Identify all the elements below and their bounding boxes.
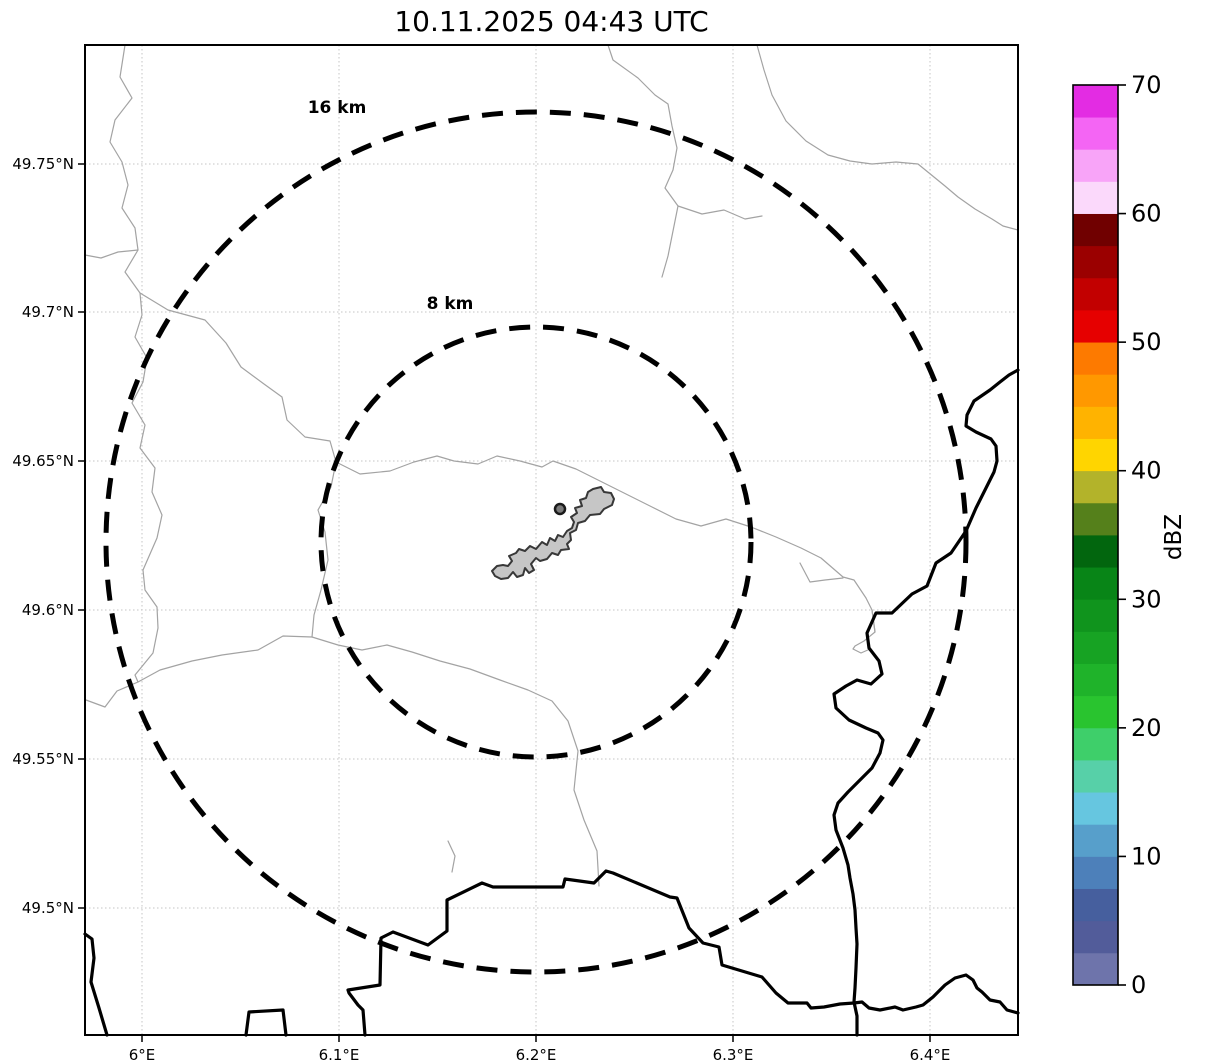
x-tick-label: 6°E bbox=[129, 1046, 156, 1064]
colorbar-segment bbox=[1073, 148, 1118, 182]
boundary-line bbox=[799, 562, 844, 583]
colorbar-segment bbox=[1073, 791, 1118, 825]
y-tick-label: 49.6°N bbox=[22, 601, 74, 619]
border-line bbox=[852, 973, 1020, 1015]
colorbar-tick-label: 20 bbox=[1131, 714, 1162, 742]
colorbar-segment bbox=[1073, 116, 1118, 150]
range-ring-16km bbox=[103, 109, 969, 975]
y-tick-label: 49.7°N bbox=[22, 303, 74, 321]
colorbar-segment bbox=[1073, 823, 1118, 857]
graticule bbox=[85, 45, 1018, 1035]
x-tick-label: 6.1°E bbox=[319, 1046, 360, 1064]
y-tick-label: 49.5°N bbox=[22, 899, 74, 917]
radar-site-marker bbox=[553, 502, 567, 516]
colorbar-frame bbox=[1072, 84, 1119, 986]
colorbar-segment bbox=[1073, 759, 1118, 793]
boundary-line bbox=[139, 292, 876, 633]
boundary-line bbox=[84, 249, 139, 259]
colorbar-segment bbox=[1073, 952, 1118, 986]
boundary-line bbox=[677, 205, 763, 220]
colorbar-tick-label: 10 bbox=[1131, 842, 1162, 870]
map-frame bbox=[84, 44, 1019, 1036]
colorbar-segment bbox=[1073, 920, 1118, 954]
y-tick-label: 49.55°N bbox=[12, 750, 74, 768]
colorbar-tick-label: 30 bbox=[1131, 585, 1162, 613]
colorbar-segment bbox=[1073, 502, 1118, 536]
colorbar-segment bbox=[1073, 470, 1118, 504]
colorbar-tick-label: 60 bbox=[1131, 200, 1162, 228]
colorbar-segment bbox=[1073, 373, 1118, 407]
boundary-line bbox=[756, 44, 1019, 231]
colorbar-segment bbox=[1073, 245, 1118, 279]
national-borders bbox=[83, 368, 1020, 1037]
colorbar-segment bbox=[1073, 695, 1118, 729]
river-border-line bbox=[832, 368, 1020, 1037]
range-ring-8km-label: 8 km bbox=[427, 294, 474, 314]
boundary-line bbox=[852, 609, 876, 654]
municipal-boundaries bbox=[84, 44, 1019, 887]
colorbar-segment bbox=[1073, 341, 1118, 375]
city-area bbox=[491, 486, 615, 580]
y-tick-label: 49.75°N bbox=[12, 155, 74, 173]
boundary-line bbox=[85, 44, 163, 708]
x-tick-label: 6.2°E bbox=[516, 1046, 557, 1064]
colorbar-segment bbox=[1073, 438, 1118, 472]
x-tick-label: 6.4°E bbox=[910, 1046, 951, 1064]
colorbar-segment bbox=[1073, 213, 1118, 247]
colorbar-segment bbox=[1073, 566, 1118, 600]
axis-ticks: 6°E 6.1°E 6.2°E 6.3°E 6.4°E 49.75°N 49.7°N 49.6… bbox=[12, 155, 950, 1064]
colorbar-tick-label: 50 bbox=[1131, 328, 1162, 356]
colorbar-segment bbox=[1073, 84, 1118, 118]
y-tick-label: 49.65°N bbox=[12, 452, 74, 470]
figure-title: 10.11.2025 04:43 UTC bbox=[394, 5, 709, 38]
colorbar-segment bbox=[1073, 663, 1118, 697]
range-rings: 16 km 8 km bbox=[103, 98, 969, 975]
colorbar-segment bbox=[1073, 631, 1118, 664]
city-polygon bbox=[491, 486, 615, 580]
boundary-line bbox=[607, 44, 679, 278]
border-line bbox=[244, 1008, 288, 1037]
colorbar-segment bbox=[1073, 309, 1118, 343]
colorbar-tick-label: 70 bbox=[1131, 71, 1162, 99]
colorbar-tick-label: 0 bbox=[1131, 971, 1146, 999]
colorbar-axis-label: dBZ bbox=[1161, 514, 1187, 560]
boundary-line bbox=[447, 840, 456, 873]
colorbar-segment bbox=[1073, 727, 1118, 761]
colorbar-segment bbox=[1073, 856, 1118, 889]
colorbar-segment bbox=[1073, 534, 1118, 568]
colorbar-segment bbox=[1073, 181, 1118, 214]
border-line bbox=[346, 869, 856, 1037]
colorbar-segment bbox=[1073, 888, 1118, 922]
range-ring-8km bbox=[318, 324, 754, 760]
colorbar-segment bbox=[1073, 406, 1118, 439]
boundary-line bbox=[137, 635, 600, 887]
x-tick-label: 6.3°E bbox=[713, 1046, 754, 1064]
range-ring-16km-label: 16 km bbox=[308, 98, 367, 118]
colorbar-segment bbox=[1073, 277, 1118, 311]
colorbar-tick-label: 40 bbox=[1131, 457, 1162, 485]
colorbar: 0 10 20 30 40 50 60 70 bbox=[1072, 71, 1162, 999]
boundary-line bbox=[311, 461, 337, 638]
colorbar-segment bbox=[1073, 598, 1118, 632]
border-line bbox=[83, 932, 109, 1037]
